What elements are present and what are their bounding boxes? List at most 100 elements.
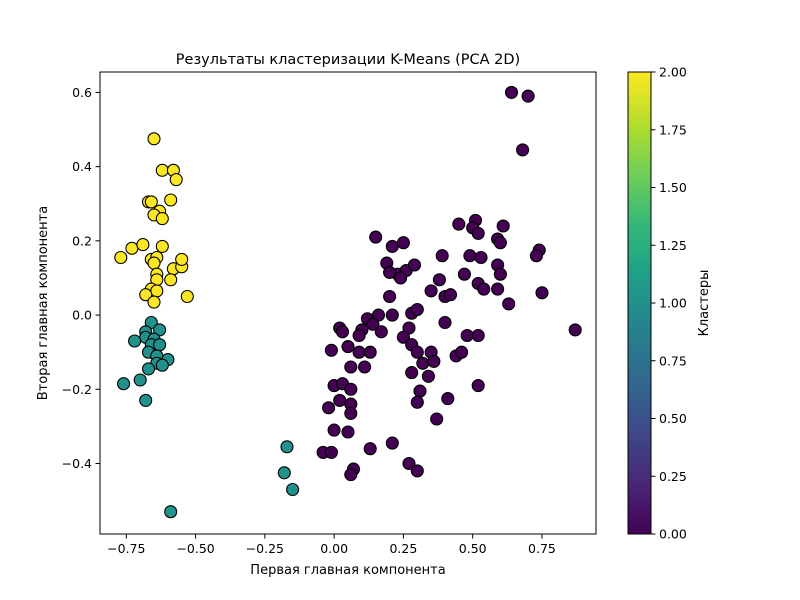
scatter-point-cluster-0	[529, 249, 543, 263]
x-axis-ticks: −0.75 −0.50 −0.25 0.00 0.25 0.50 0.75	[107, 534, 556, 556]
scatter-point-cluster-1	[141, 362, 156, 376]
scatter-point-cluster-0	[502, 297, 516, 311]
scatter-point-cluster-1	[155, 358, 169, 372]
colorbar-tick-label: 0.75	[659, 353, 687, 368]
x-axis-label: Первая главная компонента	[250, 563, 445, 578]
scatter-point-cluster-2	[147, 256, 161, 270]
colorbar-tick-label: 1.50	[659, 180, 687, 195]
scatter-point-cluster-2	[139, 288, 153, 302]
y-axis-label: Вторая главная компонента	[36, 206, 51, 400]
scatter-point-cluster-0	[335, 325, 350, 339]
scatter-point-cluster-0	[405, 366, 419, 380]
scatter-point-cluster-0	[410, 302, 424, 317]
colorbar-tick-label: 2.00	[659, 65, 687, 80]
scatter-point-cluster-0	[455, 345, 469, 359]
x-tick-label: −0.75	[107, 541, 145, 556]
scatter-point-cluster-0	[416, 356, 430, 370]
y-tick-label: 0.4	[72, 159, 92, 174]
scatter-point-cluster-2	[147, 295, 161, 309]
scatter-point-cluster-0	[493, 236, 507, 250]
colorbar-tick-label: 1.75	[659, 122, 687, 137]
colorbar-tick-label: 0.25	[659, 469, 687, 484]
scatter-point-cluster-0	[344, 406, 358, 420]
scatter-point-cluster-0	[521, 89, 535, 103]
plot-frame	[99, 71, 597, 535]
y-axis-ticks: −0.4 −0.2 0.0 0.2 0.4 0.6	[62, 85, 100, 471]
scatter-point-cluster-0	[568, 323, 582, 337]
scatter-point-cluster-2	[136, 238, 150, 252]
scatter-point-cluster-0	[333, 393, 347, 407]
scatter-point-cluster-0	[352, 345, 366, 359]
scatter-point-cluster-0	[474, 250, 488, 265]
scatter-point-cluster-0	[452, 217, 466, 231]
scatter-point-cluster-0	[432, 273, 446, 287]
scatter-point-cluster-0	[443, 288, 458, 302]
scatter-point-cluster-1	[277, 466, 291, 480]
colorbar-ticks: 0.00 0.25 0.50 0.75 1.00 1.25 1.50 1.75 2.00	[651, 65, 687, 542]
scatter-point-cluster-1	[280, 440, 294, 454]
scatter-point-cluster-0	[435, 249, 449, 263]
scatter-point-cluster-1	[153, 338, 167, 352]
y-tick-label: −0.4	[62, 456, 92, 471]
scatter-point-cluster-1	[164, 505, 178, 519]
scatter-point-cluster-0	[322, 401, 336, 415]
scatter-point-cluster-0	[352, 328, 366, 343]
scatter-point-cluster-0	[535, 286, 549, 300]
scatter-point-cluster-1	[117, 377, 131, 391]
x-tick-label: 0.25	[389, 541, 417, 556]
scatter-point-cluster-0	[407, 258, 422, 272]
colorbar-tick-label: 1.00	[659, 296, 687, 311]
scatter-point-cluster-2	[175, 252, 189, 266]
scatter-point-cluster-2	[180, 289, 194, 304]
scatter-points	[114, 85, 582, 519]
scatter-point-cluster-0	[324, 445, 338, 459]
colorbar-tick-label: 1.25	[659, 238, 687, 253]
scatter-point-cluster-0	[504, 85, 519, 99]
scatter-point-cluster-0	[441, 392, 455, 406]
colorbar-label: Кластеры	[697, 270, 712, 337]
x-tick-label: −0.50	[176, 541, 214, 556]
scatter-point-cluster-0	[396, 236, 410, 250]
scatter-point-cluster-0	[369, 230, 383, 244]
scatter-point-cluster-0	[477, 282, 491, 296]
scatter-point-cluster-0	[463, 249, 477, 263]
scatter-point-cluster-2	[155, 212, 169, 226]
x-tick-label: 0.75	[528, 541, 556, 556]
scatter-point-cluster-0	[424, 284, 438, 298]
scatter-point-cluster-0	[496, 219, 510, 233]
scatter-point-cluster-0	[471, 328, 485, 343]
scatter-point-cluster-2	[114, 250, 128, 265]
scatter-point-cluster-0	[366, 317, 380, 331]
plot-area	[100, 72, 596, 534]
scatter-point-cluster-2	[155, 163, 169, 177]
y-tick-label: −0.2	[62, 382, 92, 397]
scatter-point-cluster-1	[286, 482, 300, 497]
x-tick-label: 0.00	[320, 541, 348, 556]
scatter-point-cluster-2	[164, 273, 178, 287]
scatter-point-cluster-0	[413, 384, 427, 398]
scatter-point-cluster-0	[383, 289, 397, 304]
scatter-point-cluster-0	[438, 315, 452, 330]
scatter-point-cluster-0	[394, 271, 408, 285]
scatter-point-cluster-0	[385, 436, 399, 450]
scatter-point-cluster-0	[383, 265, 397, 279]
scatter-point-cluster-0	[410, 345, 424, 359]
y-tick-label: 0.0	[72, 308, 92, 323]
scatter-point-cluster-0	[385, 239, 399, 253]
scatter-point-cluster-0	[344, 468, 358, 482]
scatter-point-cluster-0	[491, 282, 505, 296]
scatter-point-cluster-0	[374, 325, 388, 339]
chart-title: Результаты кластеризации K-Means (PCA 2D…	[176, 52, 520, 68]
scatter-point-cluster-2	[150, 284, 164, 298]
x-tick-label: −0.25	[246, 541, 284, 556]
scatter-point-cluster-1	[133, 373, 147, 387]
scatter-point-cluster-0	[324, 343, 338, 357]
scatter-point-cluster-1	[139, 393, 153, 407]
scatter-point-cluster-0	[471, 379, 485, 393]
scatter-point-cluster-0	[471, 226, 485, 240]
scatter-point-cluster-0	[402, 456, 416, 471]
scatter-point-cluster-2	[144, 195, 158, 209]
scatter-point-cluster-0	[457, 267, 471, 281]
scatter-point-cluster-0	[410, 464, 424, 478]
scatter-point-cluster-0	[327, 423, 341, 437]
